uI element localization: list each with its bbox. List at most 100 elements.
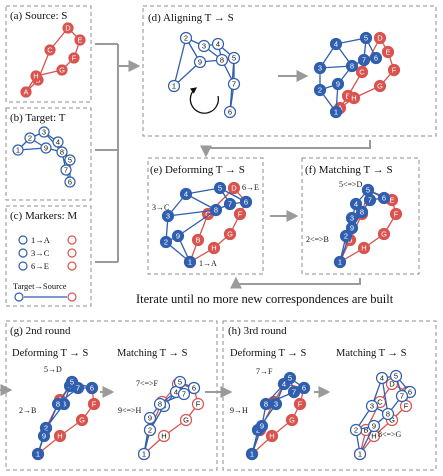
panel-c-frame (5, 205, 92, 307)
node-8: 8 (355, 205, 369, 219)
svg-text:1: 1 (338, 258, 342, 267)
node-9: 9 (345, 221, 359, 235)
svg-text:1: 1 (36, 450, 40, 459)
node-F: F (233, 207, 247, 221)
node-7: 7 (395, 389, 409, 403)
node-3: 3 (197, 39, 211, 53)
svg-text:1: 1 (142, 450, 146, 459)
node-F: F (87, 397, 101, 411)
marker-source-dot (67, 261, 77, 271)
svg-text:4: 4 (56, 138, 60, 147)
svg-text:8: 8 (214, 206, 218, 215)
node-F: F (191, 397, 205, 411)
svg-text:2: 2 (148, 426, 152, 435)
panel-g-label: (g) 2nd round (10, 325, 71, 337)
node-5: 5 (283, 371, 297, 385)
svg-text:7: 7 (362, 56, 366, 65)
svg-text:3: 3 (350, 214, 354, 223)
node-8: 8 (153, 397, 167, 411)
panel-d-label: (d) Aligning T → S (148, 12, 234, 24)
node-3: 3 (38, 126, 50, 138)
node-9: 9 (171, 229, 185, 243)
svg-text:B: B (345, 92, 350, 101)
node-8: 8 (215, 53, 229, 67)
node-G: G (377, 227, 391, 241)
node-9: 9 (37, 429, 51, 443)
legend-target-dot (14, 292, 24, 302)
marker-source-dot (67, 235, 77, 245)
node-D: D (227, 181, 241, 195)
marker-legend: Target→Source (13, 281, 67, 291)
node-4: 4 (349, 197, 363, 211)
svg-text:7: 7 (368, 196, 372, 205)
node-7: 7 (287, 385, 301, 399)
svg-text:F: F (404, 402, 409, 411)
node-D: D (373, 31, 387, 45)
node-E: E (381, 45, 395, 59)
node-6: 6 (369, 51, 383, 65)
d-to-e-arrow (200, 140, 371, 158)
svg-text:8: 8 (220, 56, 224, 65)
node-2: 2 (349, 423, 363, 437)
svg-text:5: 5 (366, 186, 370, 195)
panel-h-frame (222, 320, 437, 471)
svg-text:2: 2 (344, 232, 348, 241)
node-9: 9 (255, 419, 269, 433)
svg-text:2: 2 (318, 86, 322, 95)
panel-h-left-title: Deforming T → S (230, 348, 306, 359)
node-5: 5 (64, 154, 76, 166)
node-F: F (387, 63, 401, 77)
node-H: H (357, 241, 371, 255)
node-H: H (207, 241, 221, 255)
svg-text:4: 4 (334, 40, 338, 49)
svg-text:7: 7 (400, 392, 404, 401)
svg-text:F: F (92, 400, 97, 409)
svg-text:1: 1 (16, 146, 20, 155)
svg-text:H: H (351, 94, 356, 103)
node-7: 7 (357, 53, 371, 67)
svg-text:5: 5 (70, 378, 74, 387)
svg-text:5: 5 (288, 374, 292, 383)
node-F: F (68, 52, 80, 64)
marker-target-dot (18, 248, 28, 258)
node-H: H (347, 91, 361, 105)
svg-text:D: D (377, 34, 383, 43)
panel-b-label: (b) Target: T (10, 112, 66, 124)
node-4: 4 (179, 187, 193, 201)
svg-text:B: B (363, 426, 368, 435)
svg-text:4: 4 (380, 374, 384, 383)
node-2: 2 (159, 235, 173, 249)
svg-text:9: 9 (260, 422, 264, 431)
svg-text:1: 1 (172, 82, 176, 91)
svg-text:5: 5 (68, 156, 72, 165)
f-back-to-e-arrow (230, 276, 361, 289)
svg-text:C: C (205, 210, 211, 219)
panel-g-right-title: Matching T → S (117, 348, 188, 359)
node-2: 2 (143, 423, 157, 437)
node-1: 1 (137, 447, 151, 461)
node-E: E (74, 34, 86, 46)
annot-e-1-A: 1→A (199, 259, 217, 268)
svg-text:9: 9 (336, 80, 340, 89)
svg-text:9: 9 (198, 58, 202, 67)
node-6: 6 (85, 381, 99, 395)
svg-text:E: E (77, 36, 82, 45)
svg-text:C: C (359, 68, 365, 77)
node-2: 2 (179, 31, 193, 45)
node-A: A (20, 86, 32, 98)
svg-text:9: 9 (372, 422, 376, 431)
node-G: G (285, 413, 299, 427)
node-1: 1 (353, 447, 367, 461)
node-1: 1 (167, 79, 181, 93)
svg-text:B: B (195, 236, 200, 245)
node-8: 8 (259, 397, 273, 411)
panel-g-left-title: Deforming T → S (12, 348, 88, 359)
node-5: 5 (359, 31, 373, 45)
node-5: 5 (227, 51, 241, 65)
node-H: H (157, 429, 171, 443)
panel-a-label: (a) Source: S (10, 10, 67, 22)
svg-text:7: 7 (292, 388, 296, 397)
svg-text:8: 8 (386, 410, 390, 419)
svg-text:C: C (47, 46, 53, 55)
